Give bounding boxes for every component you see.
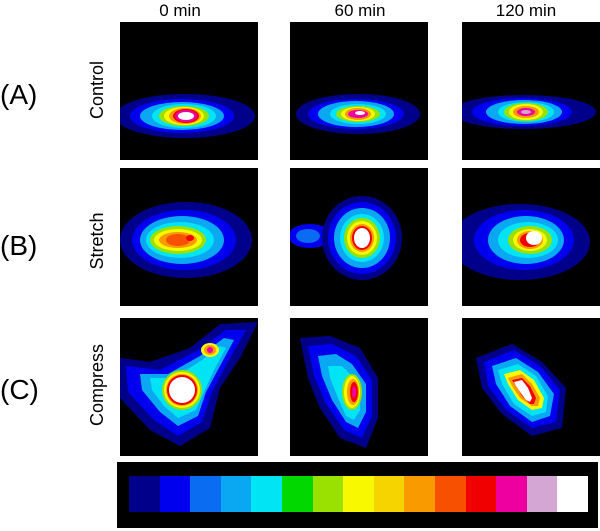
color-scale-swatch (159, 476, 191, 512)
heatmap-stretch-0min (120, 168, 258, 306)
condition-label-compress: Compress (87, 343, 107, 427)
color-scale-swatch (526, 476, 558, 512)
color-scale-swatch (496, 476, 528, 512)
heatmap-stretch-60min (290, 168, 428, 306)
column-header-60min: 60 min (334, 1, 386, 20)
color-scale-bar (117, 462, 598, 528)
color-scale-swatch (190, 476, 222, 512)
color-scale-swatch (282, 476, 314, 512)
condition-label-stretch: Stretch (87, 212, 107, 270)
color-scale-swatch (129, 476, 161, 512)
color-scale-swatch (251, 476, 283, 512)
color-scale-swatch (312, 476, 344, 512)
heatmap-control-0min (120, 22, 258, 160)
column-header-120min: 120 min (495, 1, 557, 20)
color-scale-swatch (557, 476, 589, 512)
heatmap-compress-120min (462, 318, 600, 456)
color-scale-swatch (465, 476, 497, 512)
color-scale-swatch (220, 476, 252, 512)
heatmap-compress-0min (120, 318, 258, 456)
color-scale-swatch (373, 476, 405, 512)
column-header-0min: 0 min (159, 1, 201, 20)
row-label-b: (B) (0, 230, 38, 261)
color-scale-swatch (435, 476, 467, 512)
color-scale-swatch (343, 476, 375, 512)
heatmap-compress-60min (290, 318, 428, 456)
row-label-c: (C) (0, 374, 39, 405)
heatmap-stretch-120min (462, 168, 600, 306)
heatmap-control-120min (462, 22, 600, 160)
row-label-a: (A) (0, 79, 38, 110)
condition-label-control: Control (87, 60, 107, 120)
heatmap-control-60min (290, 22, 428, 160)
color-scale-swatch (404, 476, 436, 512)
